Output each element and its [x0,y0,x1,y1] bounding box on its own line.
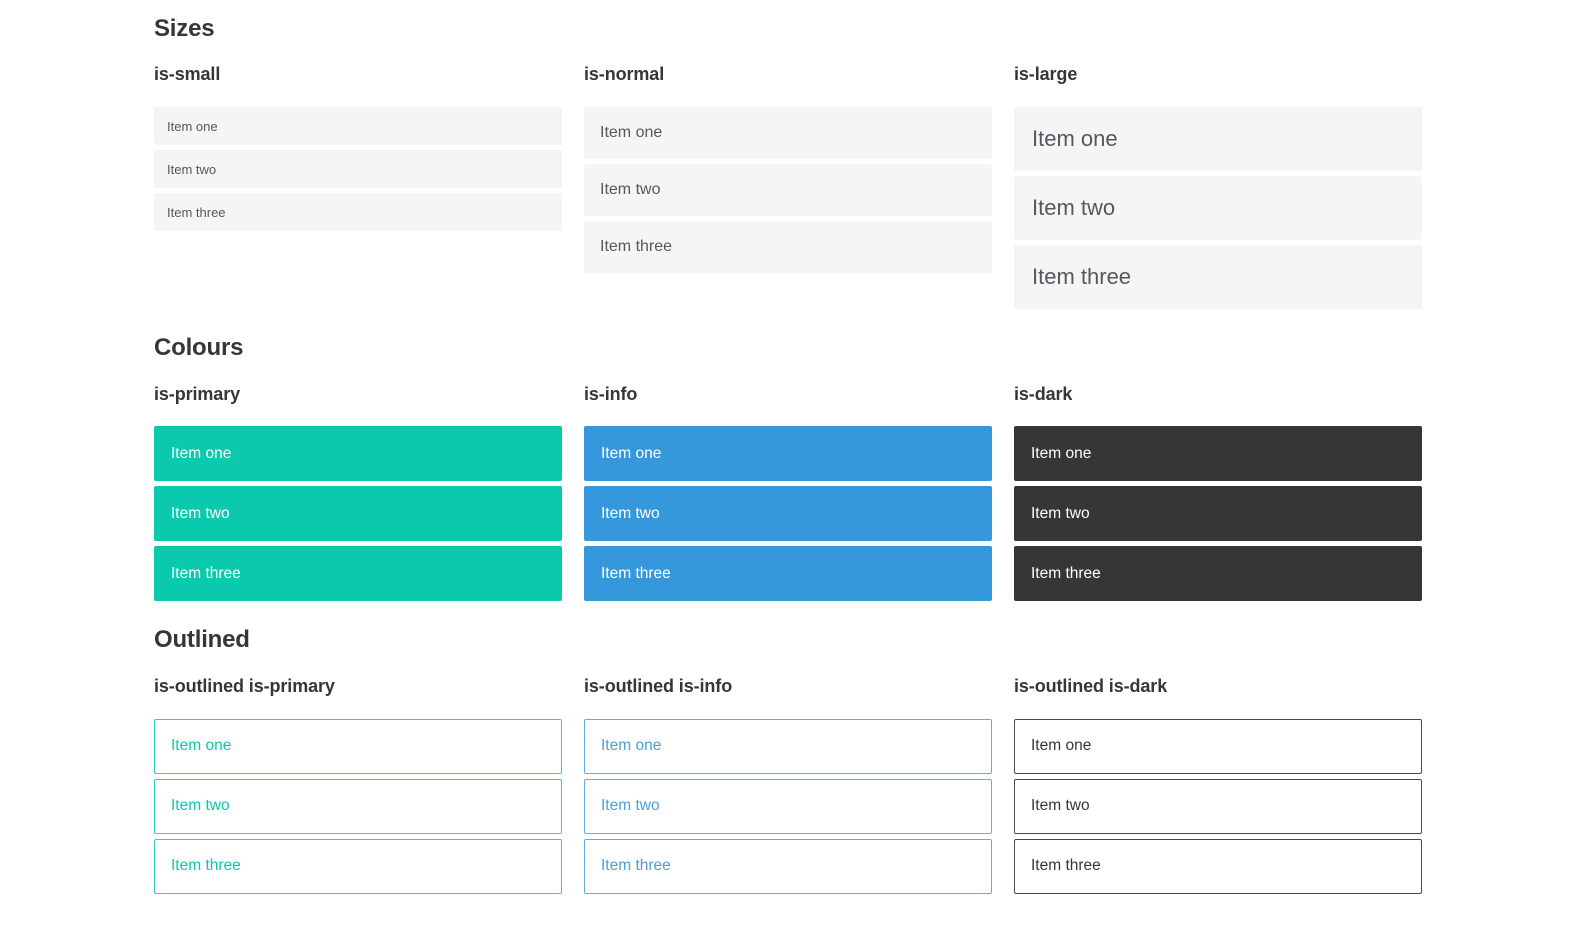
list-item[interactable]: Item one [584,107,992,160]
list-item[interactable]: Item one [154,107,562,146]
section-title: Outlined [154,626,250,654]
section-outlined: Outlined is-outlined is-primary Item one… [154,626,1595,894]
list-item[interactable]: Item two [584,486,992,542]
list-item[interactable]: Item two [154,150,562,189]
group-is-info: is-info Item one Item two Item three [584,383,992,602]
group-heading: is-primary [154,383,241,404]
section-title: Sizes [154,15,215,42]
list-item[interactable]: Item one [1014,107,1422,172]
group-heading: is-large [1014,64,1078,85]
list-item[interactable]: Item one [1014,426,1422,482]
list-item[interactable]: Item three [584,221,992,274]
group-heading: is-normal [584,64,665,85]
colours-grid: is-primary Item one Item two Item three … [154,383,1595,602]
group-is-outlined-is-primary: is-outlined is-primary Item one Item two… [154,675,562,894]
sizes-grid: is-small Item one Item two Item three is… [154,64,1595,310]
section-sizes: Sizes is-small Item one Item two Item th… [154,15,1595,310]
group-heading: is-dark [1014,383,1073,404]
list-item[interactable]: Item one [1014,718,1422,774]
list-item[interactable]: Item three [584,838,992,894]
list-item[interactable]: Item two [1014,778,1422,834]
group-heading: is-outlined is-info [584,675,733,696]
group-is-small: is-small Item one Item two Item three [154,64,562,232]
list-item[interactable]: Item two [1014,176,1422,241]
group-is-dark: is-dark Item one Item two Item three [1014,383,1422,602]
group-heading: is-outlined is-dark [1014,675,1168,696]
outlined-grid: is-outlined is-primary Item one Item two… [154,675,1595,894]
list-item[interactable]: Item three [154,838,562,894]
group-is-large: is-large Item one Item two Item three [1014,64,1422,310]
group-is-primary: is-primary Item one Item two Item three [154,383,562,602]
list-item[interactable]: Item three [1014,245,1422,310]
list-item[interactable]: Item three [154,546,562,602]
group-is-outlined-is-info: is-outlined is-info Item one Item two It… [584,675,992,894]
list-item[interactable]: Item one [584,718,992,774]
group-is-outlined-is-dark: is-outlined is-dark Item one Item two It… [1014,675,1422,894]
list-item[interactable]: Item two [584,778,992,834]
group-heading: is-outlined is-primary [154,675,335,696]
list-item[interactable]: Item one [154,426,562,482]
list-item[interactable]: Item one [584,426,992,482]
list-item[interactable]: Item three [584,546,992,602]
list-item[interactable]: Item three [154,193,562,232]
list-item[interactable]: Item two [584,164,992,217]
list-item[interactable]: Item two [1014,486,1422,542]
group-heading: is-small [154,64,221,85]
list-item[interactable]: Item three [1014,546,1422,602]
list-item[interactable]: Item one [154,718,562,774]
list-item[interactable]: Item three [1014,838,1422,894]
group-heading: is-info [584,383,638,404]
list-item[interactable]: Item two [154,778,562,834]
list-item[interactable]: Item two [154,486,562,542]
group-is-normal: is-normal Item one Item two Item three [584,64,992,274]
section-colours: Colours is-primary Item one Item two Ite… [154,334,1595,602]
section-title: Colours [154,334,244,362]
